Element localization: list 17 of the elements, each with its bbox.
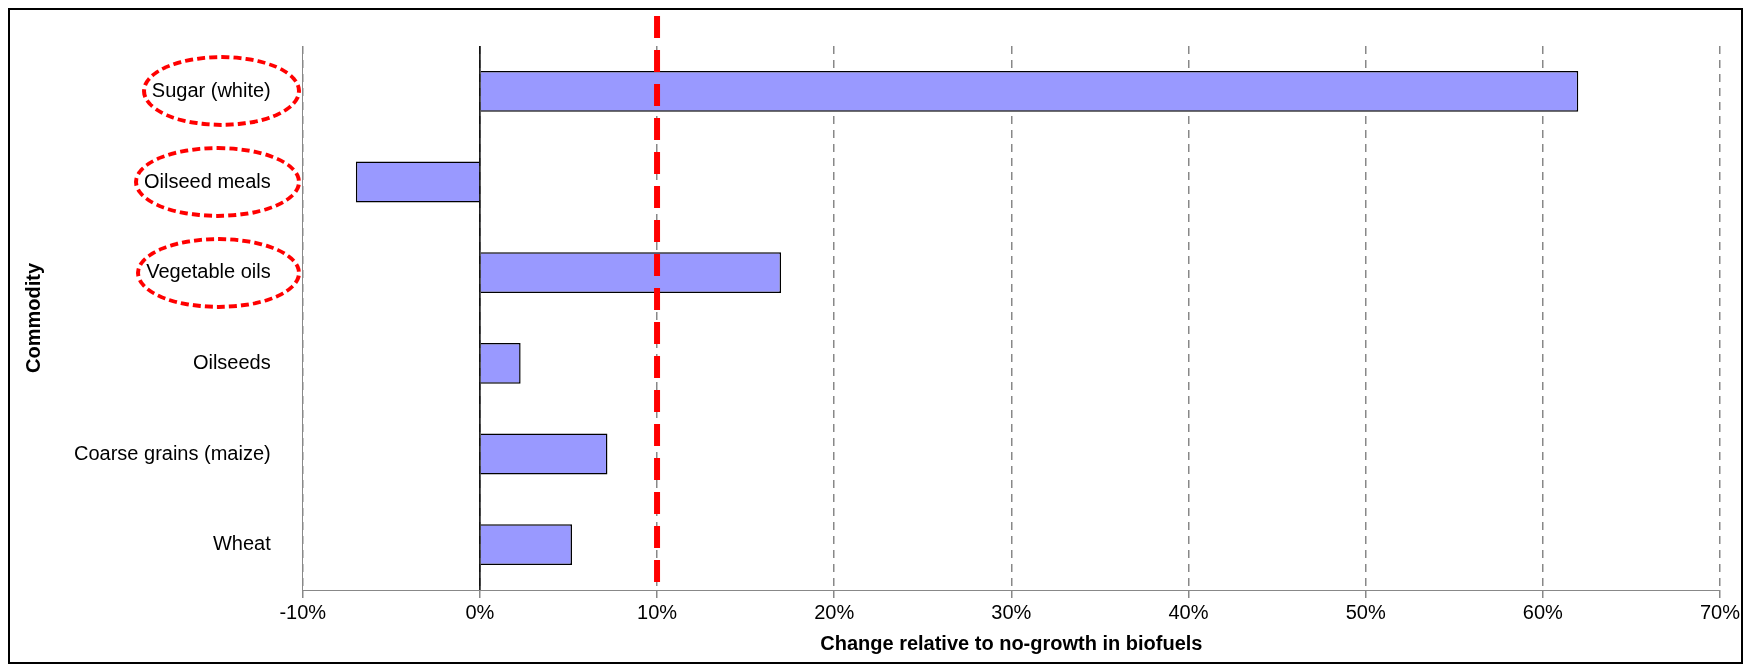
x-tick-label: 60%: [1522, 600, 1564, 623]
y-tick-label: Vegetable oils: [146, 260, 271, 283]
y-axis-title: Commodity: [21, 262, 44, 373]
x-axis-title: Change relative to no-growth in biofuels: [820, 631, 1203, 654]
x-tick-label: 20%: [814, 600, 855, 623]
y-tick-label: Oilseeds: [192, 350, 271, 373]
x-tick-label: 50%: [1345, 600, 1386, 623]
x-tick-label: 70%: [1699, 600, 1741, 623]
y-tick-label: Wheat: [212, 532, 272, 555]
x-tick-label: 30%: [991, 600, 1032, 623]
y-tick-label: Coarse grains (maize): [73, 441, 271, 464]
x-tick-label: -10%: [279, 600, 327, 623]
x-tick-label: 0%: [465, 600, 495, 623]
y-tick-label: Oilseed meals: [144, 169, 271, 192]
x-tick-label: 10%: [637, 600, 678, 623]
y-tick-label: Sugar (white): [151, 78, 271, 101]
x-tick-label: 40%: [1168, 600, 1209, 623]
